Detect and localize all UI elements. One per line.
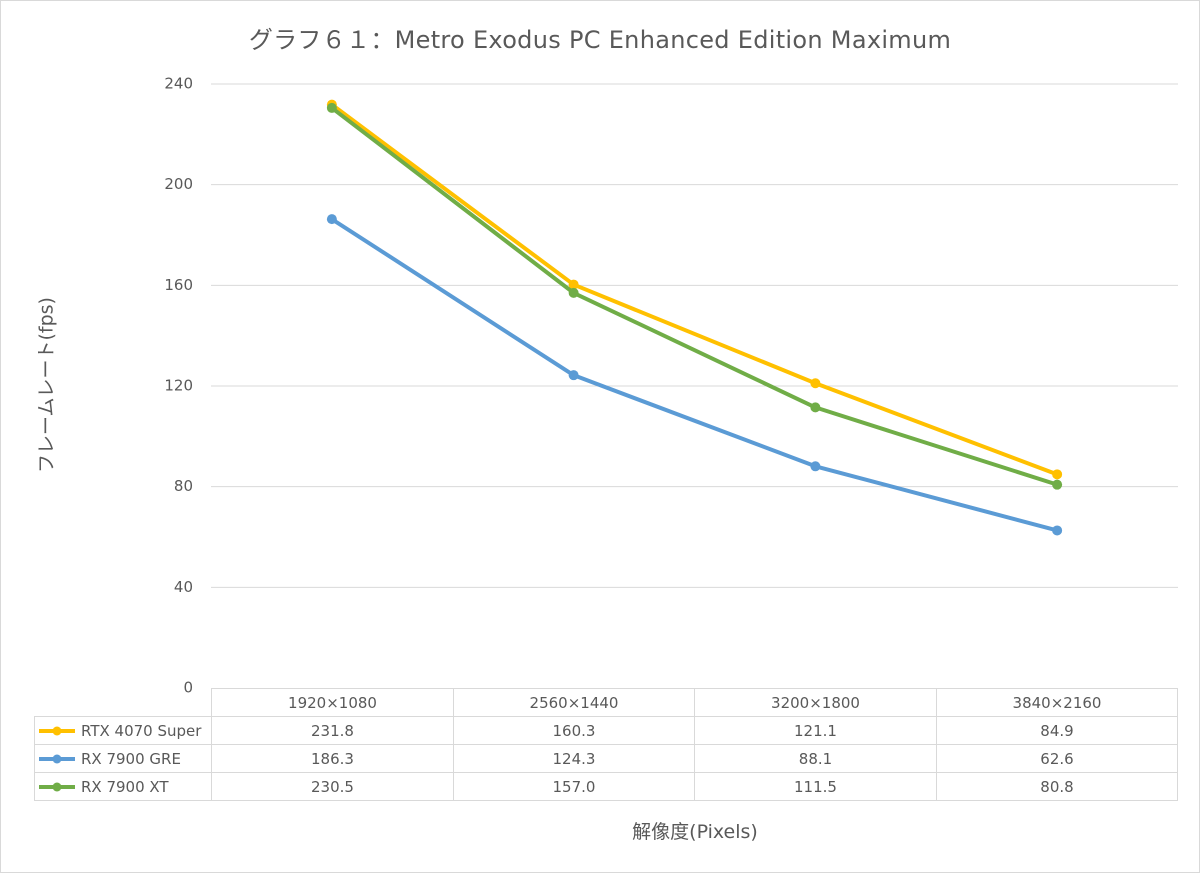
data-point <box>810 402 821 413</box>
category-label: 3200×1800 <box>694 688 937 717</box>
table-cell: 230.5 <box>211 772 454 801</box>
y-tick-label: 200 <box>164 175 193 193</box>
data-point <box>810 461 821 472</box>
category-label: 2560×1440 <box>453 688 695 717</box>
table-cell: 124.3 <box>453 744 695 773</box>
series-line-rx-7900-xt <box>329 105 1060 487</box>
legend-key-rtx-4070-super <box>39 726 75 736</box>
data-point <box>326 214 337 225</box>
table-corner <box>34 688 212 717</box>
series-line-rtx-4070-super <box>329 102 1060 477</box>
table-cell: 80.8 <box>936 772 1178 801</box>
y-tick-label: 160 <box>164 276 193 294</box>
data-point <box>810 378 821 389</box>
legend-label: RX 7900 XT <box>81 777 169 796</box>
y-tick-label: 0 <box>183 679 193 697</box>
data-point <box>568 370 579 381</box>
table-cell: 160.3 <box>453 716 695 745</box>
table-cell: 62.6 <box>936 744 1178 773</box>
legend-label: RTX 4070 Super <box>81 721 202 740</box>
category-label: 3840×2160 <box>936 688 1178 717</box>
chart-title: グラフ６１：Metro Exodus PC Enhanced Edition M… <box>248 26 952 54</box>
table-cell: 121.1 <box>694 716 937 745</box>
table-cell: 157.0 <box>453 772 695 801</box>
legend-entry: RX 7900 XT <box>34 772 212 801</box>
series-line-rx-7900-gre <box>329 217 1060 533</box>
y-tick-label: 120 <box>164 377 193 395</box>
table-cell: 88.1 <box>694 744 937 773</box>
data-point <box>326 102 337 113</box>
category-label: 1920×1080 <box>211 688 454 717</box>
table-row-rx-7900-xt: RX 7900 XT 230.5 157.0 111.5 80.8 <box>34 772 1178 801</box>
table-row-rtx-4070-super: RTX 4070 Super 231.8 160.3 121.1 84.9 <box>34 716 1178 745</box>
data-point <box>1052 479 1063 490</box>
table-cell: 84.9 <box>936 716 1178 745</box>
legend-key-rx-7900-xt <box>39 782 75 792</box>
table-cell: 231.8 <box>211 716 454 745</box>
data-table: 1920×1080 2560×1440 3200×1800 3840×2160 … <box>34 688 1178 801</box>
x-axis-title: 解像度(Pixels) <box>632 821 758 843</box>
data-point <box>1052 525 1063 536</box>
table-cell: 186.3 <box>211 744 454 773</box>
table-row-rx-7900-gre: RX 7900 GRE 186.3 124.3 88.1 62.6 <box>34 744 1178 773</box>
legend-entry: RX 7900 GRE <box>34 744 212 773</box>
y-tick-label: 40 <box>174 578 193 596</box>
y-tick-label: 80 <box>174 477 193 495</box>
legend-label: RX 7900 GRE <box>81 749 181 768</box>
legend-key-rx-7900-gre <box>39 754 75 764</box>
legend-entry: RTX 4070 Super <box>34 716 212 745</box>
data-point <box>1052 469 1063 480</box>
table-header-row: 1920×1080 2560×1440 3200×1800 3840×2160 <box>34 688 1178 717</box>
table-cell: 111.5 <box>694 772 937 801</box>
data-point <box>568 279 579 290</box>
y-tick-label: 240 <box>164 75 193 93</box>
data-point <box>568 287 579 298</box>
